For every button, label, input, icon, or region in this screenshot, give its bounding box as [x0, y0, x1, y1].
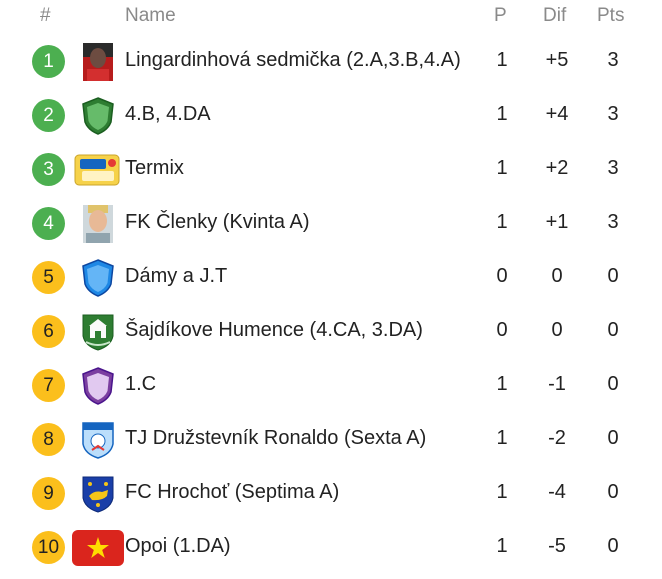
- diff-value: 0: [551, 265, 563, 287]
- diff-value: +4: [545, 103, 569, 125]
- team-name: Dámy a J.T: [125, 265, 228, 287]
- vietnam-flag-icon: [71, 528, 125, 568]
- points-value: 3: [607, 49, 619, 71]
- coat-of-arms-icon: [78, 474, 118, 514]
- diff-value: -4: [548, 481, 566, 503]
- points-value: 0: [607, 535, 619, 557]
- rank-badge: 2: [32, 99, 65, 132]
- played-value: 1: [496, 373, 508, 395]
- played-value: 1: [496, 535, 508, 557]
- played-value: 1: [496, 211, 508, 233]
- team-name: Lingardinhová sedmička (2.A,3.B,4.A): [125, 49, 461, 71]
- team-name: Šajdíkove Humence (4.CA, 3.DA): [125, 319, 423, 341]
- purple-shield-icon: [78, 366, 118, 406]
- table-row[interactable]: 3 Termix 1 +2 3: [0, 142, 662, 196]
- points-value: 3: [607, 103, 619, 125]
- town-crest-icon: [78, 312, 118, 352]
- diff-value: -2: [548, 427, 566, 449]
- player-photo-icon: [78, 42, 118, 82]
- rank-badge: 4: [32, 207, 65, 240]
- diff-value: -5: [548, 535, 566, 557]
- rank-badge: 1: [32, 45, 65, 78]
- rank-badge: 3: [32, 153, 65, 186]
- header-diff[interactable]: Dif: [543, 5, 567, 26]
- rank-badge: 7: [32, 369, 65, 402]
- table-header: # Name P Dif Pts: [0, 0, 662, 32]
- played-value: 1: [496, 157, 508, 179]
- club-crest-icon: [78, 420, 118, 460]
- played-value: 1: [496, 103, 508, 125]
- diff-value: -1: [548, 373, 566, 395]
- diff-value: 0: [551, 319, 563, 341]
- rank-badge: 8: [32, 423, 65, 456]
- diff-value: +2: [545, 157, 569, 179]
- played-value: 1: [496, 49, 508, 71]
- header-played[interactable]: P: [494, 5, 507, 26]
- points-value: 0: [607, 265, 619, 287]
- table-row[interactable]: 1 Lingardinhová sedmička (2.A,3.B,4.A) 1…: [0, 34, 662, 88]
- table-row[interactable]: 8 TJ Družstevník Ronaldo (Sexta A) 1 -2 …: [0, 412, 662, 466]
- points-value: 3: [607, 211, 619, 233]
- rank-badge: 5: [32, 261, 65, 294]
- points-value: 0: [607, 481, 619, 503]
- team-name: 4.B, 4.DA: [125, 103, 211, 125]
- team-name: TJ Družstevník Ronaldo (Sexta A): [125, 427, 427, 449]
- rank-badge: 9: [32, 477, 65, 510]
- player-photo-icon: [78, 204, 118, 244]
- header-name[interactable]: Name: [125, 5, 176, 26]
- diff-value: +1: [545, 211, 569, 233]
- green-shield-icon: [78, 96, 118, 136]
- table-row[interactable]: 10 Opoi (1.DA) 1 -5 0: [0, 520, 662, 574]
- table-row[interactable]: 6 Šajdíkove Humence (4.CA, 3.DA) 0 0 0: [0, 304, 662, 358]
- played-value: 1: [496, 481, 508, 503]
- table-row[interactable]: 5 Dámy a J.T 0 0 0: [0, 250, 662, 304]
- team-name: FK Členky (Kvinta A): [125, 211, 310, 233]
- team-name: FC Hrochoť (Septima A): [125, 481, 340, 503]
- termix-logo-icon: [73, 150, 121, 190]
- points-value: 0: [607, 373, 619, 395]
- played-value: 0: [496, 319, 508, 341]
- table-row[interactable]: 9 FC Hrochoť (Septima A) 1 -4 0: [0, 466, 662, 520]
- rank-badge: 10: [32, 531, 65, 564]
- header-points[interactable]: Pts: [597, 5, 625, 26]
- points-value: 0: [607, 427, 619, 449]
- diff-value: +5: [545, 49, 569, 71]
- table-row[interactable]: 7 1.C 1 -1 0: [0, 358, 662, 412]
- blue-shield-icon: [78, 258, 118, 298]
- table-row[interactable]: 4 FK Členky (Kvinta A) 1 +1 3: [0, 196, 662, 250]
- played-value: 0: [496, 265, 508, 287]
- table-row[interactable]: 2 4.B, 4.DA 1 +4 3: [0, 88, 662, 142]
- header-rank[interactable]: #: [40, 5, 51, 26]
- rank-badge: 6: [32, 315, 65, 348]
- points-value: 3: [607, 157, 619, 179]
- team-name: Opoi (1.DA): [125, 535, 231, 557]
- team-name: Termix: [125, 157, 184, 179]
- team-name: 1.C: [125, 373, 157, 395]
- points-value: 0: [607, 319, 619, 341]
- played-value: 1: [496, 427, 508, 449]
